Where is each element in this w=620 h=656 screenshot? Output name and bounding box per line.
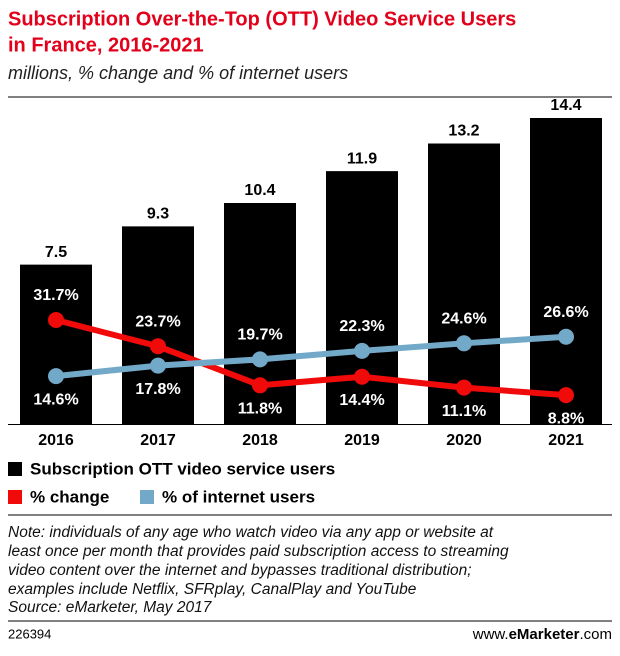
legend-label: % of internet users xyxy=(162,487,315,506)
point-label: 14.6% xyxy=(33,391,78,408)
point xyxy=(150,338,166,355)
website-part: .com xyxy=(579,626,612,643)
note: Note: individuals of any age who watch v… xyxy=(8,524,494,541)
point-label: 24.6% xyxy=(441,311,486,328)
bar-label: 10.4 xyxy=(244,182,275,199)
chart-title: Subscription Over-the-Top (OTT) Video Se… xyxy=(8,8,516,30)
chart-subtitle: millions, % change and % of internet use… xyxy=(8,63,348,83)
bar xyxy=(326,171,398,424)
point-label: 8.8% xyxy=(548,410,584,427)
bar-label: 14.4 xyxy=(550,97,581,114)
point xyxy=(354,342,370,359)
x-tick-label: 2020 xyxy=(446,432,482,449)
legend-label: % change xyxy=(30,487,109,506)
point-label: 19.7% xyxy=(237,327,282,344)
bar-label: 13.2 xyxy=(448,123,479,140)
legend-swatch xyxy=(8,490,22,504)
chart-id: 226394 xyxy=(8,626,51,641)
bar xyxy=(428,143,500,424)
point-label: 23.7% xyxy=(135,313,180,330)
line xyxy=(55,333,567,380)
source: Source: eMarketer, May 2017 xyxy=(8,599,213,616)
point xyxy=(456,379,472,396)
x-tick-label: 2019 xyxy=(344,432,380,449)
point xyxy=(252,351,268,368)
point-label: 11.1% xyxy=(442,403,486,420)
bar-label: 11.9 xyxy=(347,150,377,167)
bar-label: 9.3 xyxy=(147,206,169,223)
note: least once per month that provides paid … xyxy=(8,543,509,560)
legend-swatch xyxy=(140,490,154,504)
point xyxy=(354,368,370,385)
chart-title: in France, 2016-2021 xyxy=(8,34,204,56)
bar-label: 7.5 xyxy=(45,244,67,261)
point-label: 11.8% xyxy=(238,401,282,418)
point-label: 22.3% xyxy=(339,318,384,335)
website-part: eMarketer xyxy=(509,626,580,643)
bar xyxy=(122,226,194,424)
point xyxy=(558,387,574,404)
point xyxy=(48,368,64,385)
legend-label: Subscription OTT video service users xyxy=(30,459,335,478)
note: video content over the internet and bypa… xyxy=(8,562,472,579)
legend-swatch xyxy=(8,462,22,476)
point xyxy=(558,328,574,345)
point xyxy=(150,357,166,374)
website: www.eMarketer.com xyxy=(472,626,612,643)
x-tick-label: 2021 xyxy=(548,432,584,449)
point-label: 31.7% xyxy=(33,287,78,304)
line xyxy=(55,317,567,399)
point-label: 26.6% xyxy=(543,304,588,321)
bar xyxy=(530,118,602,424)
point-label: 14.4% xyxy=(339,392,384,409)
bar xyxy=(20,264,92,424)
point-label: 17.8% xyxy=(135,381,180,398)
x-tick-label: 2016 xyxy=(38,432,74,449)
point xyxy=(252,377,268,394)
x-tick-label: 2017 xyxy=(140,432,176,449)
x-tick-label: 2018 xyxy=(242,432,278,449)
point xyxy=(456,335,472,352)
website-part: www. xyxy=(472,626,509,643)
point xyxy=(48,312,64,329)
note: examples include Netflix, SFRplay, Canal… xyxy=(8,581,417,598)
